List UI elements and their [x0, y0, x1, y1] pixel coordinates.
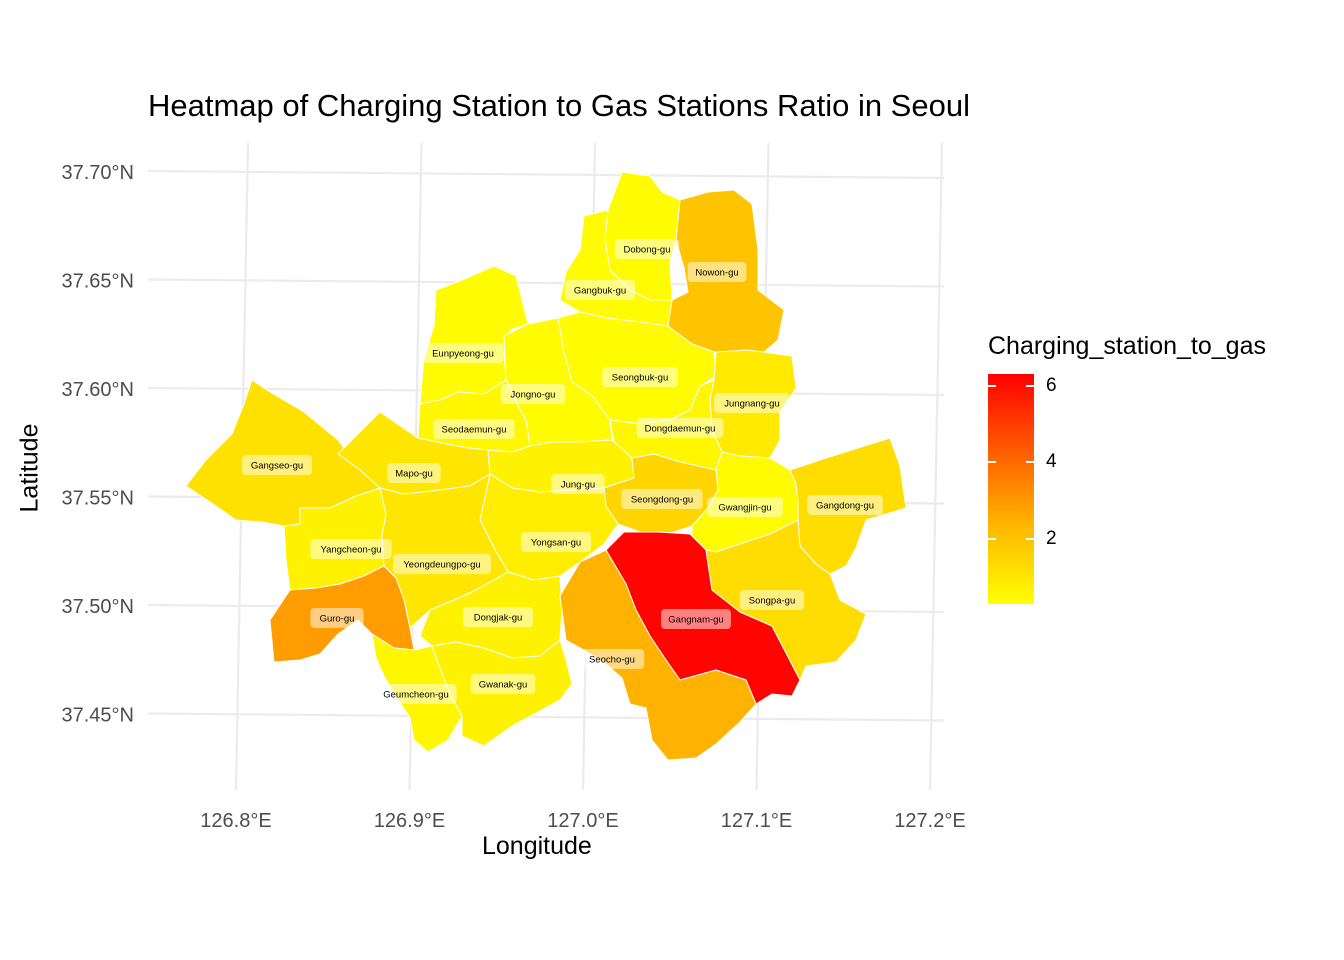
x-axis-title: Longitude	[482, 832, 592, 860]
legend-tick-mark	[988, 384, 996, 387]
y-tick-label: 37.45°N	[62, 705, 135, 727]
district-label-box	[714, 393, 790, 413]
district-label-box	[565, 280, 635, 300]
district-label: Yongsan-gu	[531, 538, 581, 549]
district-seocho-gu[interactable]	[559, 549, 757, 761]
y-tick-label: 37.70°N	[62, 162, 135, 184]
district-label-box	[500, 384, 566, 404]
district-label: Mapo-gu	[395, 469, 433, 480]
district-label: Gangseo-gu	[251, 461, 303, 472]
district-label: Jongno-gu	[511, 390, 556, 401]
district-label: Yangcheon-gu	[320, 545, 381, 556]
district-label: Seodaemun-gu	[442, 425, 507, 436]
district-label: Gangbuk-gu	[574, 286, 626, 297]
plot-title: Heatmap of Charging Station to Gas Stati…	[148, 88, 970, 123]
legend-tick-label: 4	[1046, 451, 1057, 473]
district-label: Eunpyeong-gu	[432, 349, 494, 360]
district-labels: Dobong-gu Nowon-gu Gangbuk-gu Eunpyeong-gu S…	[242, 239, 883, 704]
legend-tick-mark	[1026, 537, 1034, 540]
y-tick-label: 37.55°N	[62, 488, 135, 510]
district-label: Geumcheon-gu	[383, 690, 448, 701]
district-label: Seongdong-gu	[631, 495, 693, 506]
district-label: Guro-gu	[320, 614, 355, 625]
legend-color-bar	[988, 374, 1034, 604]
district-label-box	[433, 419, 515, 439]
legend-title: Charging_station_to_gas	[988, 332, 1266, 360]
y-tick-label: 37.50°N	[62, 596, 135, 618]
x-tick-label: 126.9°E	[374, 810, 445, 832]
district-polygons	[185, 171, 907, 761]
district-label-box	[739, 590, 805, 610]
x-tick-label: 126.8°E	[200, 810, 271, 832]
district-label-box	[661, 609, 731, 629]
district-label: Songpa-gu	[749, 596, 795, 607]
district-label-box	[707, 497, 783, 517]
district-label: Nowon-gu	[695, 268, 738, 279]
district-label: Seongbuk-gu	[612, 373, 669, 384]
district-label-box	[602, 367, 678, 387]
district-label-box	[470, 674, 536, 694]
grid-line-y	[147, 712, 945, 722]
district-label-box	[387, 463, 441, 483]
district-label-box	[521, 532, 591, 552]
district-label: Gwanak-gu	[479, 680, 528, 691]
district-label-box	[807, 495, 883, 515]
district-label: Yeongdeungpo-gu	[403, 560, 480, 571]
district-label: Dongdaemun-gu	[645, 424, 716, 435]
district-label-box	[422, 343, 504, 363]
grid-line-y	[147, 169, 945, 180]
district-label-box	[393, 554, 491, 574]
district-label-box	[310, 608, 364, 628]
legend-tick-mark	[988, 461, 996, 464]
district-label: Jungnang-gu	[724, 399, 779, 410]
district-label: Jung-gu	[561, 480, 595, 491]
y-tick-label: 37.65°N	[62, 271, 135, 293]
legend-tick-mark	[1026, 384, 1034, 387]
district-label: Dobong-gu	[623, 245, 670, 256]
y-axis-title: Latitude	[15, 423, 44, 513]
district-label: Dongjak-gu	[474, 613, 523, 624]
district-label-box	[375, 684, 457, 704]
district-label: Gangdong-gu	[816, 501, 874, 512]
district-label: Gwangjin-gu	[718, 503, 771, 514]
legend-tick-label: 2	[1046, 527, 1057, 549]
legend-tick-mark	[988, 537, 996, 540]
grid-line-x	[928, 142, 944, 791]
y-tick-label: 37.60°N	[62, 379, 135, 401]
district-label-box	[579, 649, 645, 669]
district-label-box	[463, 607, 533, 627]
district-label-box	[551, 474, 605, 494]
district-label-box	[687, 262, 747, 282]
district-label-box	[242, 455, 312, 475]
x-tick-label: 127.1°E	[721, 810, 792, 832]
grid-line-y	[147, 278, 945, 288]
x-tick-label: 127.2°E	[894, 810, 965, 832]
legend-tick-label: 6	[1046, 374, 1057, 396]
district-label-box	[310, 539, 392, 559]
district-label-box	[614, 239, 680, 259]
district-label: Gangnam-gu	[668, 615, 723, 626]
x-tick-label: 127.0°E	[547, 810, 618, 832]
district-label-box	[636, 418, 724, 438]
legend-tick-mark	[1026, 461, 1034, 464]
district-label: Seocho-gu	[589, 655, 635, 666]
district-label-box	[621, 489, 703, 509]
